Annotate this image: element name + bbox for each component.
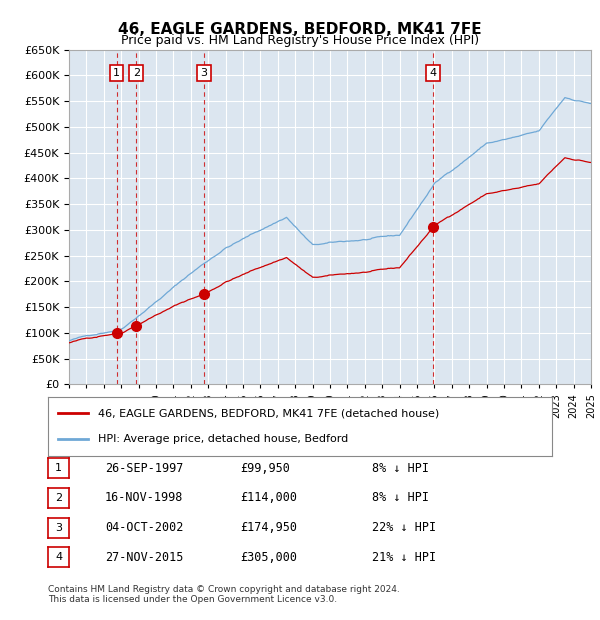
Text: 04-OCT-2002: 04-OCT-2002 <box>105 521 184 534</box>
Text: 21% ↓ HPI: 21% ↓ HPI <box>372 551 436 564</box>
Text: Contains HM Land Registry data © Crown copyright and database right 2024.
This d: Contains HM Land Registry data © Crown c… <box>48 585 400 604</box>
Text: HPI: Average price, detached house, Bedford: HPI: Average price, detached house, Bedf… <box>98 434 349 444</box>
Text: £305,000: £305,000 <box>240 551 297 564</box>
Text: 8% ↓ HPI: 8% ↓ HPI <box>372 492 429 504</box>
Text: 1: 1 <box>113 68 120 78</box>
Text: 2: 2 <box>133 68 140 78</box>
Text: 46, EAGLE GARDENS, BEDFORD, MK41 7FE (detached house): 46, EAGLE GARDENS, BEDFORD, MK41 7FE (de… <box>98 409 440 419</box>
Text: £99,950: £99,950 <box>240 462 290 474</box>
Text: 4: 4 <box>429 68 436 78</box>
Text: 16-NOV-1998: 16-NOV-1998 <box>105 492 184 504</box>
Text: 22% ↓ HPI: 22% ↓ HPI <box>372 521 436 534</box>
Text: 1: 1 <box>55 463 62 473</box>
Text: 3: 3 <box>200 68 208 78</box>
Text: Price paid vs. HM Land Registry's House Price Index (HPI): Price paid vs. HM Land Registry's House … <box>121 34 479 47</box>
Text: £174,950: £174,950 <box>240 521 297 534</box>
Text: 2: 2 <box>55 493 62 503</box>
Text: 26-SEP-1997: 26-SEP-1997 <box>105 462 184 474</box>
Text: 4: 4 <box>55 552 62 562</box>
Text: 27-NOV-2015: 27-NOV-2015 <box>105 551 184 564</box>
Text: £114,000: £114,000 <box>240 492 297 504</box>
Text: 3: 3 <box>55 523 62 533</box>
Text: 46, EAGLE GARDENS, BEDFORD, MK41 7FE: 46, EAGLE GARDENS, BEDFORD, MK41 7FE <box>118 22 482 37</box>
Text: 8% ↓ HPI: 8% ↓ HPI <box>372 462 429 474</box>
